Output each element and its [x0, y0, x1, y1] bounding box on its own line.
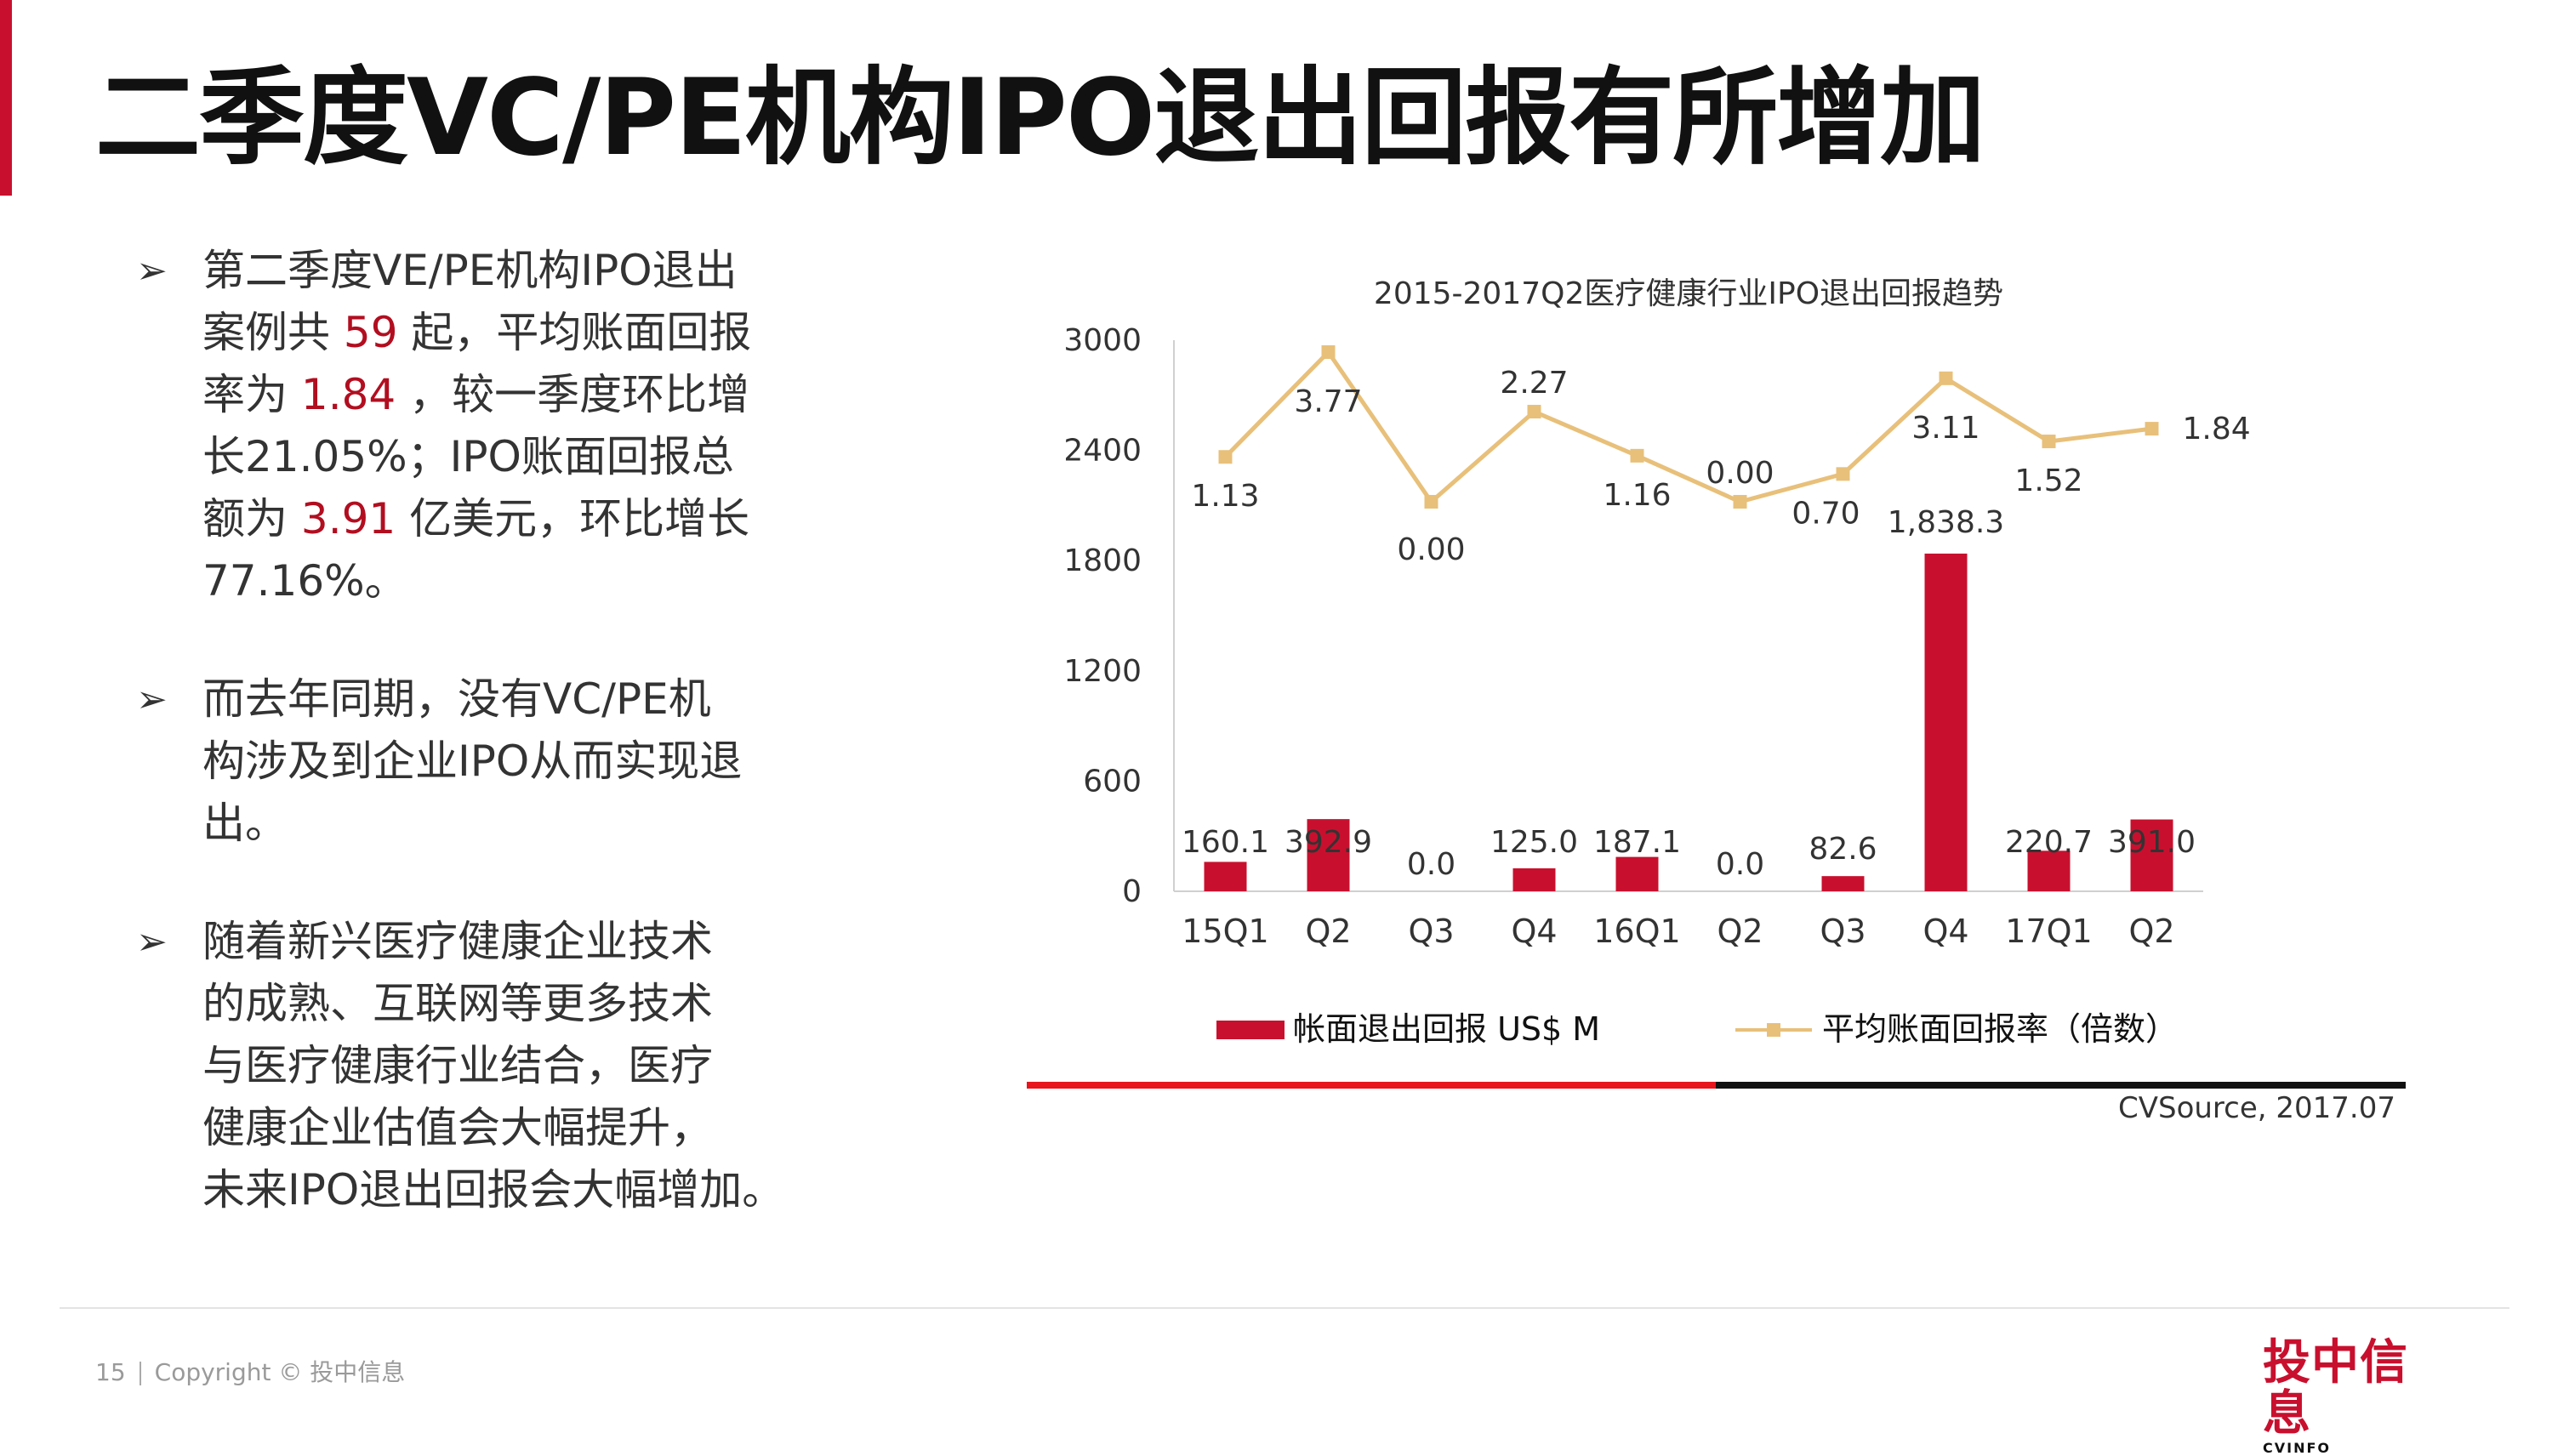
bullet-item: ➢ 随着新兴医疗健康企业技术 的成熟、互联网等更多技术 与医疗健康行业结合，医疗… [136, 911, 817, 1221]
footer-rule [60, 1307, 2509, 1309]
line-data-label: 1.52 [2014, 464, 2082, 498]
line-point-2 [1424, 495, 1438, 509]
arrow-icon: ➢ [136, 920, 168, 964]
line-data-label: 1.16 [1603, 478, 1671, 513]
bar-data-label: 160.1 [1182, 825, 1269, 860]
x-tick-label: 15Q1 [1182, 913, 1268, 950]
title-accent-bar [0, 0, 12, 196]
line-data-label: 3.77 [1294, 384, 1362, 419]
x-tick-label: 16Q1 [1593, 913, 1680, 950]
bar-data-label: 1,838.3 [1888, 505, 2004, 540]
line-point-4 [1630, 448, 1644, 463]
legend-line-label: 平均账面回报率（倍数） [1822, 1010, 2178, 1048]
x-tick-label: Q3 [1820, 913, 1866, 950]
bar-data-label: 220.7 [2005, 825, 2093, 860]
legend-bar-swatch [1216, 1021, 1285, 1039]
bullet-text: 随着新兴医疗健康企业技术 的成熟、互联网等更多技术 与医疗健康行业结合，医疗 健… [202, 917, 785, 1214]
line-point-1 [1321, 345, 1336, 359]
bar-data-label: 0.0 [1407, 847, 1455, 882]
separator-black [1716, 1082, 2406, 1089]
y-tick-label: 2400 [1063, 434, 1142, 469]
y-tick-label: 1800 [1063, 543, 1142, 578]
x-tick-label: Q3 [1408, 913, 1454, 950]
line-data-label: 2.27 [1500, 366, 1568, 401]
bar-3 [1512, 868, 1556, 891]
line-data-label: 0.00 [1706, 456, 1774, 491]
bar-data-label: 391.0 [2108, 825, 2196, 860]
bar-0 [1204, 862, 1247, 891]
line-data-label: 1.13 [1191, 479, 1259, 514]
legend-bar-label: 帐面退出回报 US$ M [1293, 1010, 1600, 1048]
footer: 15 Copyright © 投中信息 [95, 1354, 405, 1388]
x-tick-label: Q4 [1923, 913, 1968, 950]
x-tick-label: Q2 [1305, 913, 1351, 950]
bullet-item: ➢ 第二季度VE/PE机构IPO退出 案例共 59 起，平均账面回报 率为 1.… [136, 240, 817, 612]
line-point-5 [1733, 495, 1747, 509]
x-tick-label: Q2 [1717, 913, 1763, 950]
bar-7 [1924, 553, 1968, 891]
line-point-0 [1218, 450, 1233, 464]
line-point-9 [2145, 422, 2159, 436]
copyright-text: Copyright © 投中信息 [154, 1358, 406, 1386]
logo-text-en: CVINFO [2263, 1440, 2331, 1456]
bullet-item: ➢ 而去年同期，没有VC/PE机 构涉及到企业IPO从而实现退 出。 [136, 668, 817, 855]
bar-data-label: 82.6 [1809, 832, 1877, 867]
page-number: 15 [95, 1358, 126, 1386]
ipo-return-combo-chart: 2015-2017Q2医疗健康行业IPO退出回报趋势 3000 2400 1800 12… [1063, 276, 2251, 1048]
footer-divider [139, 1362, 141, 1385]
bar-8 [2027, 850, 2071, 891]
line-point-6 [1836, 467, 1850, 481]
bar-1 [1307, 819, 1350, 891]
page-title: 二季度VC/PE机构IPO退出回报有所增加 [95, 57, 1985, 179]
x-tick-label: Q4 [1511, 913, 1557, 950]
bar-data-label: 187.1 [1593, 825, 1681, 860]
line-data-label: 1.84 [2183, 412, 2251, 446]
bullet-text: 第二季度VE/PE机构IPO退出 案例共 59 起，平均账面回报 率为 1.84… [202, 246, 752, 606]
line-point-3 [1527, 405, 1541, 419]
arrow-icon: ➢ [136, 249, 168, 293]
bar-9 [2130, 819, 2173, 891]
y-tick-label: 600 [1083, 764, 1142, 799]
x-tick-label: 17Q1 [2005, 913, 2092, 950]
bar-4 [1615, 856, 1659, 891]
bar-data-label: 0.0 [1716, 847, 1764, 882]
arrow-icon: ➢ [136, 678, 168, 721]
line-series-path [1223, 349, 2152, 505]
separator-red [1027, 1082, 1716, 1089]
line-point-7 [1939, 371, 1953, 385]
bullet-text: 而去年同期，没有VC/PE机 构涉及到企业IPO从而实现退 出。 [202, 674, 743, 848]
y-tick-label: 0 [1122, 874, 1142, 909]
y-tick-label: 1200 [1063, 654, 1142, 689]
bullet-list: ➢ 第二季度VE/PE机构IPO退出 案例共 59 起，平均账面回报 率为 1.… [136, 240, 817, 1277]
bar-data-label: 392.9 [1285, 825, 1372, 860]
line-data-label: 0.00 [1397, 532, 1465, 567]
x-tick-label: Q2 [2128, 913, 2174, 950]
legend-line-marker [1767, 1023, 1780, 1037]
cvinfo-logo: 投中信息 CVINFO [2263, 1338, 2441, 1456]
bar-6 [1821, 876, 1865, 891]
line-point-8 [2042, 435, 2056, 449]
source-note: CVSource, 2017.07 [2118, 1091, 2395, 1125]
line-data-label: 0.70 [1792, 496, 1860, 531]
bar-data-label: 125.0 [1490, 825, 1578, 860]
chart-title: 2015-2017Q2医疗健康行业IPO退出回报趋势 [1374, 276, 2003, 311]
y-tick-label: 3000 [1063, 323, 1142, 358]
line-data-label: 3.11 [1911, 411, 1980, 446]
logo-text-cn: 投中信息 [2263, 1335, 2408, 1442]
